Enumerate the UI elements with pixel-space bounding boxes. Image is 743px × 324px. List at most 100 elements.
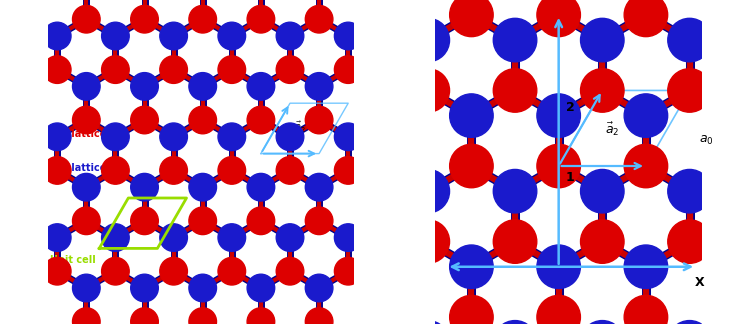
Circle shape	[218, 123, 246, 151]
Text: $\vec{a}_1$: $\vec{a}_1$	[543, 116, 557, 133]
Circle shape	[43, 22, 71, 50]
Circle shape	[305, 73, 333, 100]
Circle shape	[43, 257, 71, 285]
Circle shape	[624, 295, 668, 324]
Circle shape	[580, 69, 624, 112]
Circle shape	[334, 22, 362, 50]
Circle shape	[668, 69, 711, 112]
Circle shape	[580, 320, 624, 324]
Circle shape	[43, 56, 71, 83]
Circle shape	[102, 56, 129, 83]
Circle shape	[668, 320, 711, 324]
Circle shape	[189, 274, 216, 302]
Circle shape	[334, 224, 362, 251]
Circle shape	[537, 295, 580, 324]
Circle shape	[493, 220, 536, 263]
Circle shape	[73, 73, 100, 100]
Circle shape	[580, 220, 624, 263]
Circle shape	[624, 0, 668, 37]
Text: 1: 1	[565, 171, 574, 184]
Circle shape	[305, 207, 333, 235]
Circle shape	[131, 274, 158, 302]
Circle shape	[189, 173, 216, 201]
Text: Sublattice  A: Sublattice A	[50, 129, 120, 139]
Circle shape	[102, 257, 129, 285]
Circle shape	[537, 94, 580, 137]
Circle shape	[102, 224, 129, 251]
Circle shape	[334, 257, 362, 285]
Circle shape	[102, 22, 129, 50]
Text: X: X	[695, 276, 704, 289]
Circle shape	[73, 106, 100, 134]
Circle shape	[43, 224, 71, 251]
Circle shape	[276, 156, 304, 184]
Circle shape	[247, 6, 275, 33]
Circle shape	[624, 144, 668, 188]
Text: $\vec{a}_2$: $\vec{a}_2$	[606, 121, 620, 138]
Circle shape	[305, 6, 333, 33]
Circle shape	[218, 257, 246, 285]
Circle shape	[450, 94, 493, 137]
Text: $a_0$: $a_0$	[699, 134, 714, 147]
Circle shape	[218, 156, 246, 184]
Circle shape	[668, 220, 711, 263]
Circle shape	[580, 169, 624, 213]
Circle shape	[131, 73, 158, 100]
Circle shape	[160, 257, 187, 285]
Circle shape	[73, 173, 100, 201]
Circle shape	[493, 320, 536, 324]
Circle shape	[218, 56, 246, 83]
Circle shape	[450, 144, 493, 188]
Circle shape	[276, 56, 304, 83]
Circle shape	[334, 123, 362, 151]
Circle shape	[73, 207, 100, 235]
Circle shape	[406, 220, 450, 263]
Circle shape	[131, 308, 158, 324]
Circle shape	[43, 123, 71, 151]
Text: Sublattice  B: Sublattice B	[50, 163, 120, 173]
Circle shape	[247, 308, 275, 324]
Circle shape	[537, 144, 580, 188]
Circle shape	[189, 207, 216, 235]
Text: $\vec{a}_2$: $\vec{a}_2$	[293, 120, 305, 135]
Circle shape	[160, 224, 187, 251]
Circle shape	[493, 169, 536, 213]
Circle shape	[406, 69, 450, 112]
Circle shape	[160, 22, 187, 50]
Circle shape	[160, 156, 187, 184]
Circle shape	[493, 18, 536, 62]
Text: 2: 2	[565, 101, 574, 114]
Circle shape	[305, 106, 333, 134]
Circle shape	[73, 6, 100, 33]
Circle shape	[305, 274, 333, 302]
Circle shape	[334, 156, 362, 184]
Circle shape	[406, 169, 450, 213]
Circle shape	[247, 207, 275, 235]
Circle shape	[493, 69, 536, 112]
Circle shape	[43, 156, 71, 184]
Circle shape	[131, 207, 158, 235]
Circle shape	[305, 173, 333, 201]
Circle shape	[668, 169, 711, 213]
Circle shape	[73, 308, 100, 324]
Circle shape	[189, 73, 216, 100]
Circle shape	[406, 320, 450, 324]
Circle shape	[247, 173, 275, 201]
Circle shape	[276, 257, 304, 285]
Circle shape	[537, 245, 580, 288]
Circle shape	[131, 173, 158, 201]
Circle shape	[73, 274, 100, 302]
Circle shape	[247, 274, 275, 302]
Circle shape	[537, 0, 580, 37]
Circle shape	[406, 18, 450, 62]
Circle shape	[131, 6, 158, 33]
Circle shape	[189, 6, 216, 33]
Circle shape	[305, 308, 333, 324]
Circle shape	[189, 308, 216, 324]
Circle shape	[276, 22, 304, 50]
Circle shape	[160, 56, 187, 83]
Circle shape	[218, 224, 246, 251]
Circle shape	[131, 106, 158, 134]
Circle shape	[276, 224, 304, 251]
Circle shape	[218, 22, 246, 50]
